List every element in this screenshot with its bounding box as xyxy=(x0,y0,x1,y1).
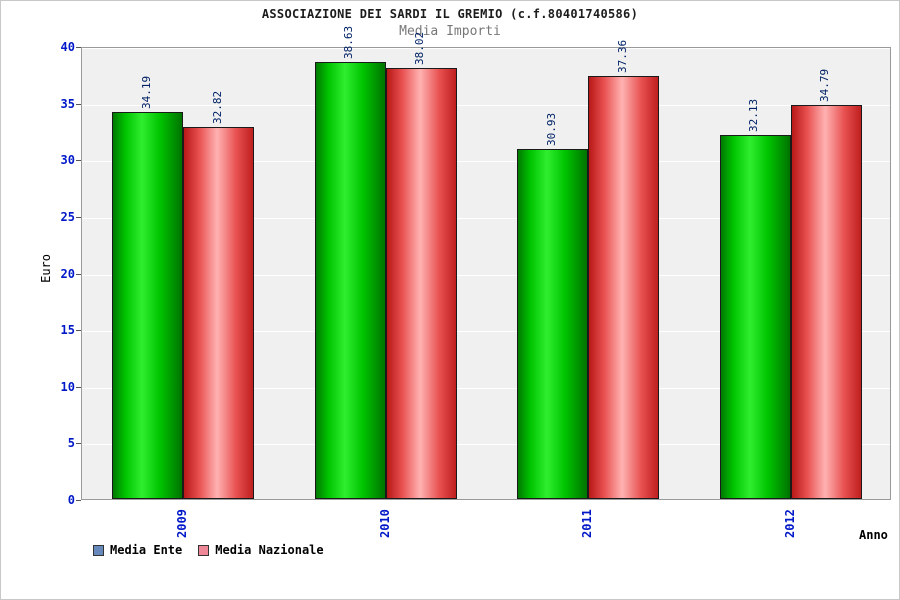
x-axis-title: Anno xyxy=(859,528,888,542)
y-tick-label: 15 xyxy=(60,323,75,338)
x-tick-label: 2011 xyxy=(580,509,595,538)
y-tick-label: 25 xyxy=(60,209,75,224)
y-tick-mark xyxy=(76,47,81,48)
y-tick-mark xyxy=(76,386,81,388)
legend-item-media-ente: Media Ente xyxy=(93,543,182,557)
y-tick-label: 5 xyxy=(67,436,75,451)
y-tick-label: 0 xyxy=(67,493,75,507)
gridline xyxy=(82,217,890,219)
y-tick-mark xyxy=(76,216,81,218)
y-tick-label: 20 xyxy=(60,266,75,281)
bar-media-nazionale-2012 xyxy=(790,105,862,499)
bar-value-label: 32.82 xyxy=(210,91,224,125)
legend-label-media-nazionale: Media Nazionale xyxy=(215,543,324,557)
gridline xyxy=(82,48,890,49)
bar-media-ente-2009 xyxy=(112,111,184,499)
gridline xyxy=(82,161,890,163)
legend-swatch-media-nazionale xyxy=(198,544,210,556)
y-tick-mark xyxy=(76,330,81,332)
bar-media-nazionale-2009 xyxy=(183,127,255,499)
y-tick-mark xyxy=(76,103,81,105)
bar-value-label: 37.36 xyxy=(615,39,629,73)
gridline xyxy=(82,274,890,276)
y-tick-mark xyxy=(76,500,81,501)
legend-label-media-ente: Media Ente xyxy=(110,543,183,557)
bar-media-nazionale-2011 xyxy=(588,75,660,499)
legend: Media Ente Media Nazionale xyxy=(93,543,324,557)
bar-value-label: 34.79 xyxy=(818,68,832,102)
bar-value-label: 34.19 xyxy=(139,75,153,109)
gridline xyxy=(82,104,890,106)
y-tick-label: 30 xyxy=(60,153,75,168)
x-tick-label: 2012 xyxy=(782,509,797,538)
y-tick-label: 35 xyxy=(60,96,75,111)
gridline xyxy=(82,387,890,389)
x-tick-label: 2010 xyxy=(377,509,392,538)
legend-item-media-nazionale: Media Nazionale xyxy=(198,543,324,557)
gridline xyxy=(82,444,890,446)
chart-subtitle: Media Importi xyxy=(399,24,501,39)
bar-media-ente-2011 xyxy=(517,148,589,499)
y-tick-mark xyxy=(76,160,81,162)
bar-value-label: 38.63 xyxy=(342,25,356,59)
y-tick-mark xyxy=(76,443,81,445)
y-tick-label: 10 xyxy=(60,379,75,394)
bar-value-label: 38.02 xyxy=(413,32,427,66)
plot-area xyxy=(81,47,891,500)
bar-value-label: 32.13 xyxy=(747,99,761,133)
chart-title: ASSOCIAZIONE DEI SARDI IL GREMIO (c.f.80… xyxy=(261,7,639,21)
bar-media-ente-2012 xyxy=(719,135,791,499)
x-tick-label: 2009 xyxy=(175,509,190,538)
bar-media-ente-2010 xyxy=(314,61,386,499)
y-tick-mark xyxy=(76,273,81,275)
bar-value-label: 30.93 xyxy=(544,112,558,146)
y-tick-label: 40 xyxy=(60,40,75,54)
legend-swatch-media-ente xyxy=(93,544,104,556)
bar-media-nazionale-2010 xyxy=(385,68,457,499)
gridline xyxy=(82,331,890,333)
